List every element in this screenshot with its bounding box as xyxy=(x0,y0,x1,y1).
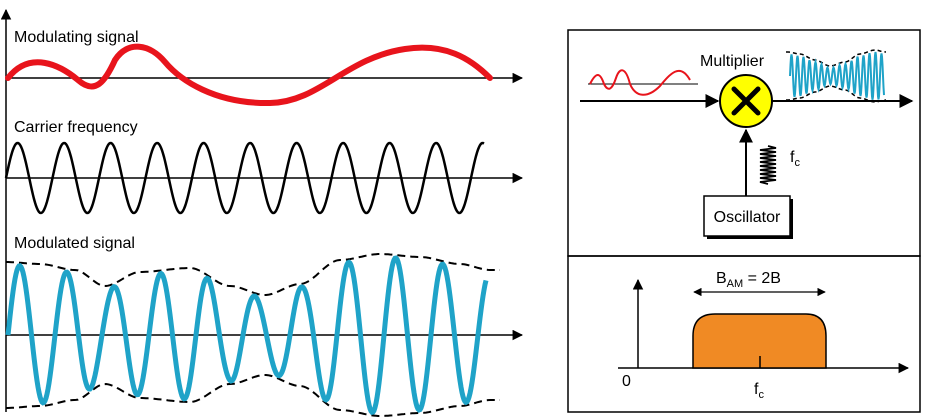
spectrum-frame xyxy=(567,255,921,413)
multiplier-label: Multiplier xyxy=(700,53,765,70)
spectrum-fc-label: fc xyxy=(754,381,764,401)
mini-modulated-wave xyxy=(789,51,885,100)
carrier-frequency-label: Carrier frequency xyxy=(14,119,138,136)
am-band xyxy=(692,313,827,369)
carrier-wave xyxy=(4,141,485,215)
envelope-lower xyxy=(6,374,500,417)
oscillator-box-shadow-right xyxy=(790,199,793,239)
modulated-wave xyxy=(5,255,489,416)
bandwidth-label: BAM = 2B xyxy=(716,270,781,290)
mini-modulating-wave xyxy=(589,69,691,96)
mini-envelope-upper xyxy=(786,49,887,67)
modulating-wave xyxy=(5,43,493,107)
carrier-coil-icon xyxy=(759,145,777,185)
envelope-upper xyxy=(6,253,500,296)
oscillator-label: Oscillator xyxy=(714,209,781,226)
modulating-signal-label: Modulating signal xyxy=(14,29,139,46)
spectrum-origin-label: 0 xyxy=(622,373,631,390)
multiplier-x-icon xyxy=(731,86,761,116)
fc-label: fc xyxy=(790,149,800,169)
modulated-signal-label: Modulated signal xyxy=(14,235,135,252)
mini-envelope-lower xyxy=(786,85,887,103)
oscillator-box-shadow-bottom xyxy=(707,236,793,239)
